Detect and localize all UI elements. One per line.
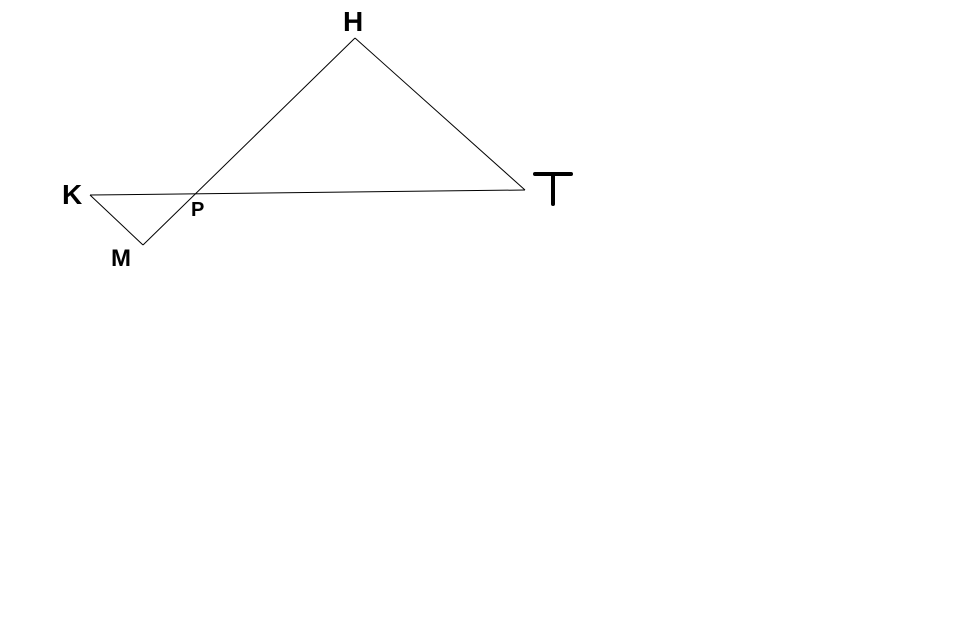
vertex-label-H: H [343,8,363,36]
diagram-canvas: K H P M [0,0,962,618]
segment-H-M [143,38,355,245]
segment-K-T [90,190,525,195]
vertex-label-T [535,174,571,204]
vertex-label-M: M [111,247,131,271]
vertex-label-P: P [191,200,204,220]
vertex-label-K: K [62,181,82,209]
geometry-svg [0,0,962,618]
segment-M-K [90,195,143,245]
segment-T-H [355,38,525,190]
